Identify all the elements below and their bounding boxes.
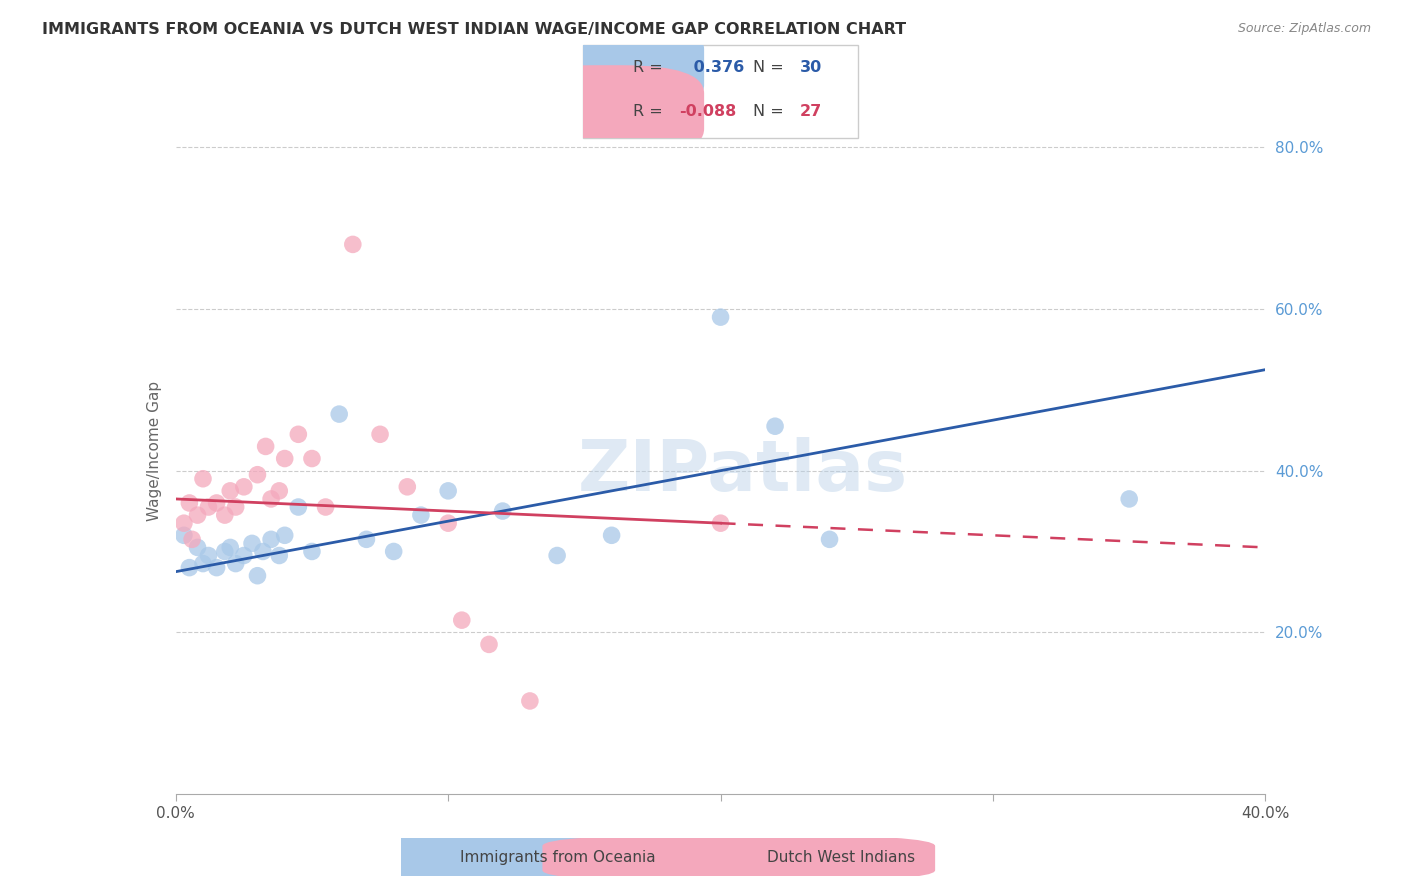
Point — [219, 483, 242, 498]
Point — [186, 508, 209, 522]
Point — [269, 549, 291, 563]
Point — [287, 427, 309, 442]
Point — [186, 541, 209, 555]
Point — [437, 483, 460, 498]
Point — [214, 508, 236, 522]
Point — [301, 451, 323, 466]
Point — [191, 557, 214, 571]
FancyBboxPatch shape — [235, 835, 628, 881]
Point — [246, 467, 269, 482]
Point — [173, 528, 195, 542]
Point — [274, 451, 297, 466]
Point — [328, 407, 350, 421]
Point — [492, 504, 515, 518]
FancyBboxPatch shape — [583, 45, 858, 138]
Text: N =: N = — [754, 60, 785, 75]
Point — [232, 480, 254, 494]
Point — [181, 533, 204, 547]
Text: 27: 27 — [800, 103, 823, 119]
Text: Dutch West Indians: Dutch West Indians — [766, 850, 915, 864]
Text: 0.376: 0.376 — [688, 60, 744, 75]
Point — [260, 533, 283, 547]
Point — [197, 549, 219, 563]
Point — [710, 516, 733, 531]
Point — [382, 544, 405, 558]
Point — [260, 491, 283, 506]
Text: Source: ZipAtlas.com: Source: ZipAtlas.com — [1237, 22, 1371, 36]
Text: 30: 30 — [800, 60, 823, 75]
Point — [710, 310, 733, 325]
Point — [173, 516, 195, 531]
Point — [225, 557, 247, 571]
Point — [301, 544, 323, 558]
Point — [232, 549, 254, 563]
Point — [219, 541, 242, 555]
FancyBboxPatch shape — [512, 65, 704, 157]
Point — [409, 508, 432, 522]
Point — [179, 560, 201, 574]
Point — [368, 427, 391, 442]
Text: R =: R = — [633, 103, 662, 119]
Point — [191, 472, 214, 486]
Point — [197, 500, 219, 514]
Point — [763, 419, 786, 434]
Text: IMMIGRANTS FROM OCEANIA VS DUTCH WEST INDIAN WAGE/INCOME GAP CORRELATION CHART: IMMIGRANTS FROM OCEANIA VS DUTCH WEST IN… — [42, 22, 907, 37]
Text: Immigrants from Oceania: Immigrants from Oceania — [460, 850, 655, 864]
Point — [240, 536, 263, 550]
Point — [269, 483, 291, 498]
Point — [274, 528, 297, 542]
Point — [287, 500, 309, 514]
Point — [246, 568, 269, 582]
FancyBboxPatch shape — [543, 835, 935, 881]
Point — [342, 237, 364, 252]
Point — [818, 533, 841, 547]
Point — [600, 528, 623, 542]
Point — [1118, 491, 1140, 506]
Point — [225, 500, 247, 514]
Text: ZIPatlas: ZIPatlas — [578, 436, 907, 506]
Point — [356, 533, 378, 547]
FancyBboxPatch shape — [512, 21, 704, 113]
Point — [315, 500, 337, 514]
Text: N =: N = — [754, 103, 785, 119]
Text: -0.088: -0.088 — [679, 103, 737, 119]
Point — [205, 560, 228, 574]
Y-axis label: Wage/Income Gap: Wage/Income Gap — [146, 380, 162, 521]
Point — [519, 694, 541, 708]
Point — [450, 613, 472, 627]
Point — [396, 480, 419, 494]
Point — [546, 549, 568, 563]
Point — [478, 637, 501, 651]
Point — [179, 496, 201, 510]
Point — [254, 439, 277, 453]
Point — [205, 496, 228, 510]
Point — [252, 544, 274, 558]
Point — [437, 516, 460, 531]
Text: R =: R = — [633, 60, 662, 75]
Point — [214, 544, 236, 558]
